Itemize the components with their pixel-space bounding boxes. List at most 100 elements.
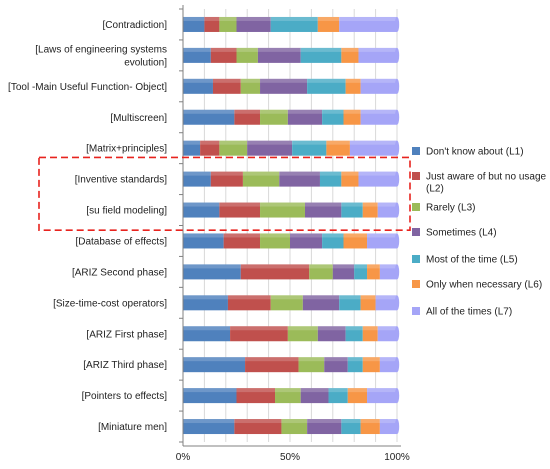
bar-segment (317, 16, 340, 32)
bar-segments (183, 16, 400, 435)
bar-segment (240, 264, 310, 280)
bar-segment (183, 140, 201, 156)
bar-segment (227, 295, 271, 311)
legend-swatch (412, 203, 420, 211)
bar-segment (362, 357, 380, 373)
bar-segment (341, 419, 361, 435)
bar-segment (367, 388, 397, 404)
bar-segment (317, 326, 346, 342)
bar-segment (260, 78, 308, 94)
highlight-dashed-box (38, 156, 411, 231)
bar-segment (183, 388, 237, 404)
bar-segment (347, 388, 368, 404)
bar-segment (377, 202, 397, 218)
legend-label: All of the times (L7) (426, 307, 512, 318)
bar-segment (322, 109, 344, 125)
bar-end-cap (394, 388, 400, 404)
bar-segment (230, 326, 288, 342)
bar-segment (270, 295, 303, 311)
bar-segment (260, 202, 305, 218)
bar-end-cap (394, 47, 400, 63)
legend-swatch (412, 307, 420, 315)
bar-segment (260, 233, 290, 249)
bar-segment (379, 419, 397, 435)
legend-label: Rarely (L3) (426, 203, 475, 214)
bar-segment (339, 16, 397, 32)
bar-shine (183, 388, 397, 393)
legend-label: Just aware of but no usage (L2) (426, 172, 547, 195)
category-label: [Pointers to effects] (82, 391, 168, 402)
bar-segment (300, 47, 342, 63)
plot-area (183, 4, 403, 442)
bar-shine (183, 47, 397, 52)
category-label: [Multiscreen] (110, 113, 167, 124)
bar-segment (287, 326, 318, 342)
bar-segment (219, 140, 248, 156)
bar-segment (183, 171, 211, 187)
category-label: [Matrix+principles] (86, 144, 167, 155)
bar-segment (375, 295, 397, 311)
bar-shine (183, 171, 397, 176)
bar-segment (236, 47, 258, 63)
bar-segment (367, 264, 380, 280)
category-label: [Size-time-cost operators] (53, 298, 167, 309)
legend-label: Don't know about (L1) (426, 147, 524, 158)
bar-end-cap (394, 16, 400, 32)
bar-end-cap (394, 202, 400, 218)
bar-segment (275, 388, 301, 404)
bar-segment (242, 171, 280, 187)
axes (179, 5, 401, 447)
bar-segment (183, 295, 228, 311)
legend: Don't know about (L1) Just aware of but n… (412, 147, 547, 318)
bar-segment (219, 16, 237, 32)
legend-swatch (412, 255, 420, 263)
bar-segment (343, 233, 368, 249)
bar-shine (183, 295, 397, 300)
bar-segment (367, 233, 397, 249)
bar-segment (332, 264, 355, 280)
bar-segment (341, 171, 359, 187)
bar-segment (358, 47, 397, 63)
legend-swatch (412, 147, 420, 155)
bar-end-cap (394, 419, 400, 435)
bar-segment (341, 202, 363, 218)
bar-segment (287, 109, 323, 125)
category-label: [Inventive standards] (75, 175, 167, 186)
x-tick-label: 100% (384, 452, 410, 463)
bar-segment (234, 419, 282, 435)
x-tick-label: 50% (280, 452, 300, 463)
bar-segment (360, 109, 397, 125)
bar-segment (183, 264, 241, 280)
bar-segment (212, 78, 241, 94)
category-label: [Database of effects] (75, 236, 167, 247)
bar-end-cap (394, 233, 400, 249)
bar-segment (304, 202, 342, 218)
bar-segment (379, 357, 397, 373)
bar-segment (377, 326, 397, 342)
bar-segment (324, 357, 348, 373)
bar-segment (183, 16, 205, 32)
bar-segment (210, 171, 243, 187)
category-label: [ARIZ Third phase] (83, 360, 167, 371)
bar-segment (240, 78, 261, 94)
bar-segment (260, 109, 288, 125)
bar-end-cap (394, 326, 400, 342)
bar-end-cap (394, 171, 400, 187)
bar-shine (183, 109, 397, 114)
bar-end-cap (394, 109, 400, 125)
bar-shine (183, 140, 397, 145)
bar-segment (298, 357, 325, 373)
bar-shine (183, 233, 397, 238)
bar-shine (183, 357, 397, 362)
category-label: [Contradiction] (103, 20, 168, 31)
bar-segment (183, 109, 235, 125)
bar-segment (360, 419, 380, 435)
bar-segment (349, 140, 397, 156)
bar-segment (257, 47, 301, 63)
bar-segment (345, 78, 361, 94)
bar-segment (307, 78, 346, 94)
bar-segment (236, 388, 276, 404)
bar-segment (270, 16, 318, 32)
bar-segment (290, 233, 323, 249)
